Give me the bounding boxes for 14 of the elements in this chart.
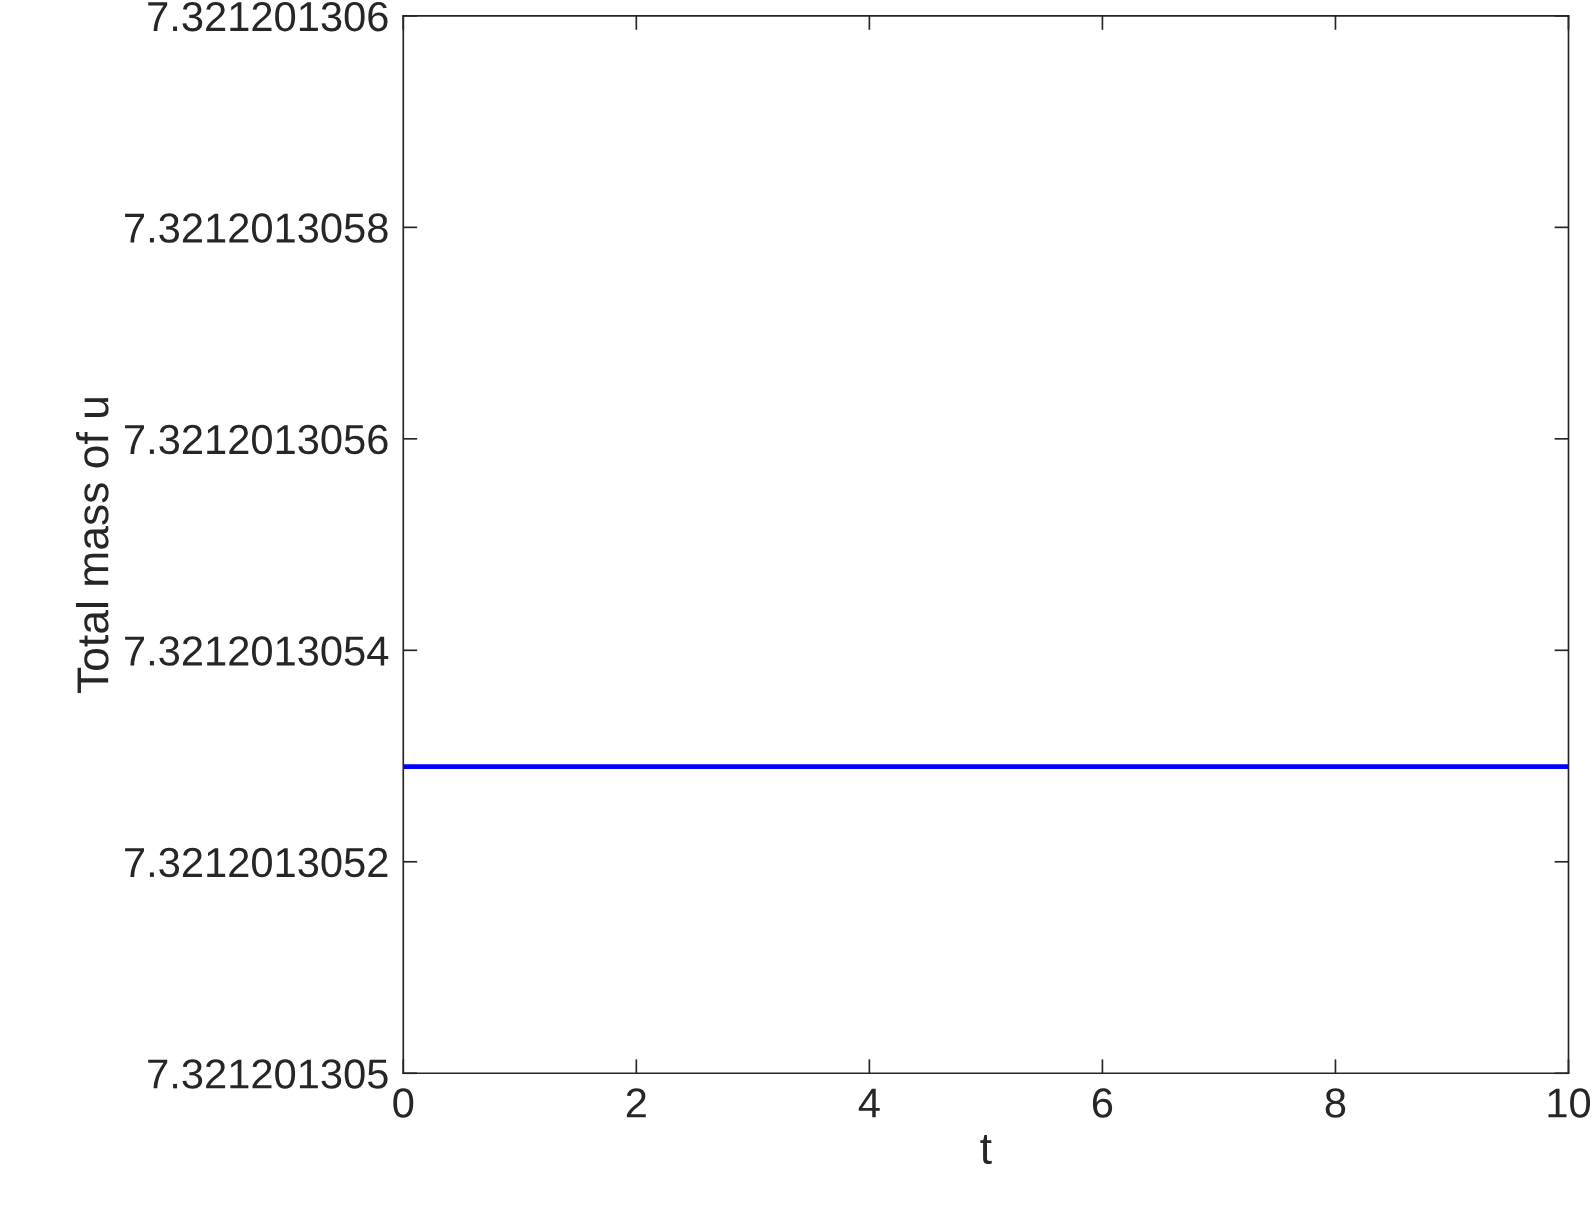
y-tick-label: 7.3212013058: [125, 213, 388, 243]
y-tick-label: 7.3212013054: [125, 636, 389, 666]
y-tick-label: 7.321201306: [148, 1, 388, 32]
x-tick-label: 4: [858, 1088, 880, 1118]
y-axis-title: Total mass of u: [75, 398, 109, 693]
x-tick-label: 8: [1325, 1088, 1346, 1118]
x-axis-title: t: [980, 1135, 992, 1165]
y-tick-label: 7.3212013056: [125, 424, 388, 455]
x-tick-label: 10: [1548, 1088, 1591, 1118]
x-tick-label: 2: [626, 1088, 646, 1118]
y-tick-label: 7.321201305: [148, 1059, 388, 1089]
x-tick-label: 6: [1092, 1088, 1113, 1118]
x-tick-label: 0: [393, 1088, 414, 1118]
y-tick-label: 7.3212013052: [125, 847, 388, 878]
